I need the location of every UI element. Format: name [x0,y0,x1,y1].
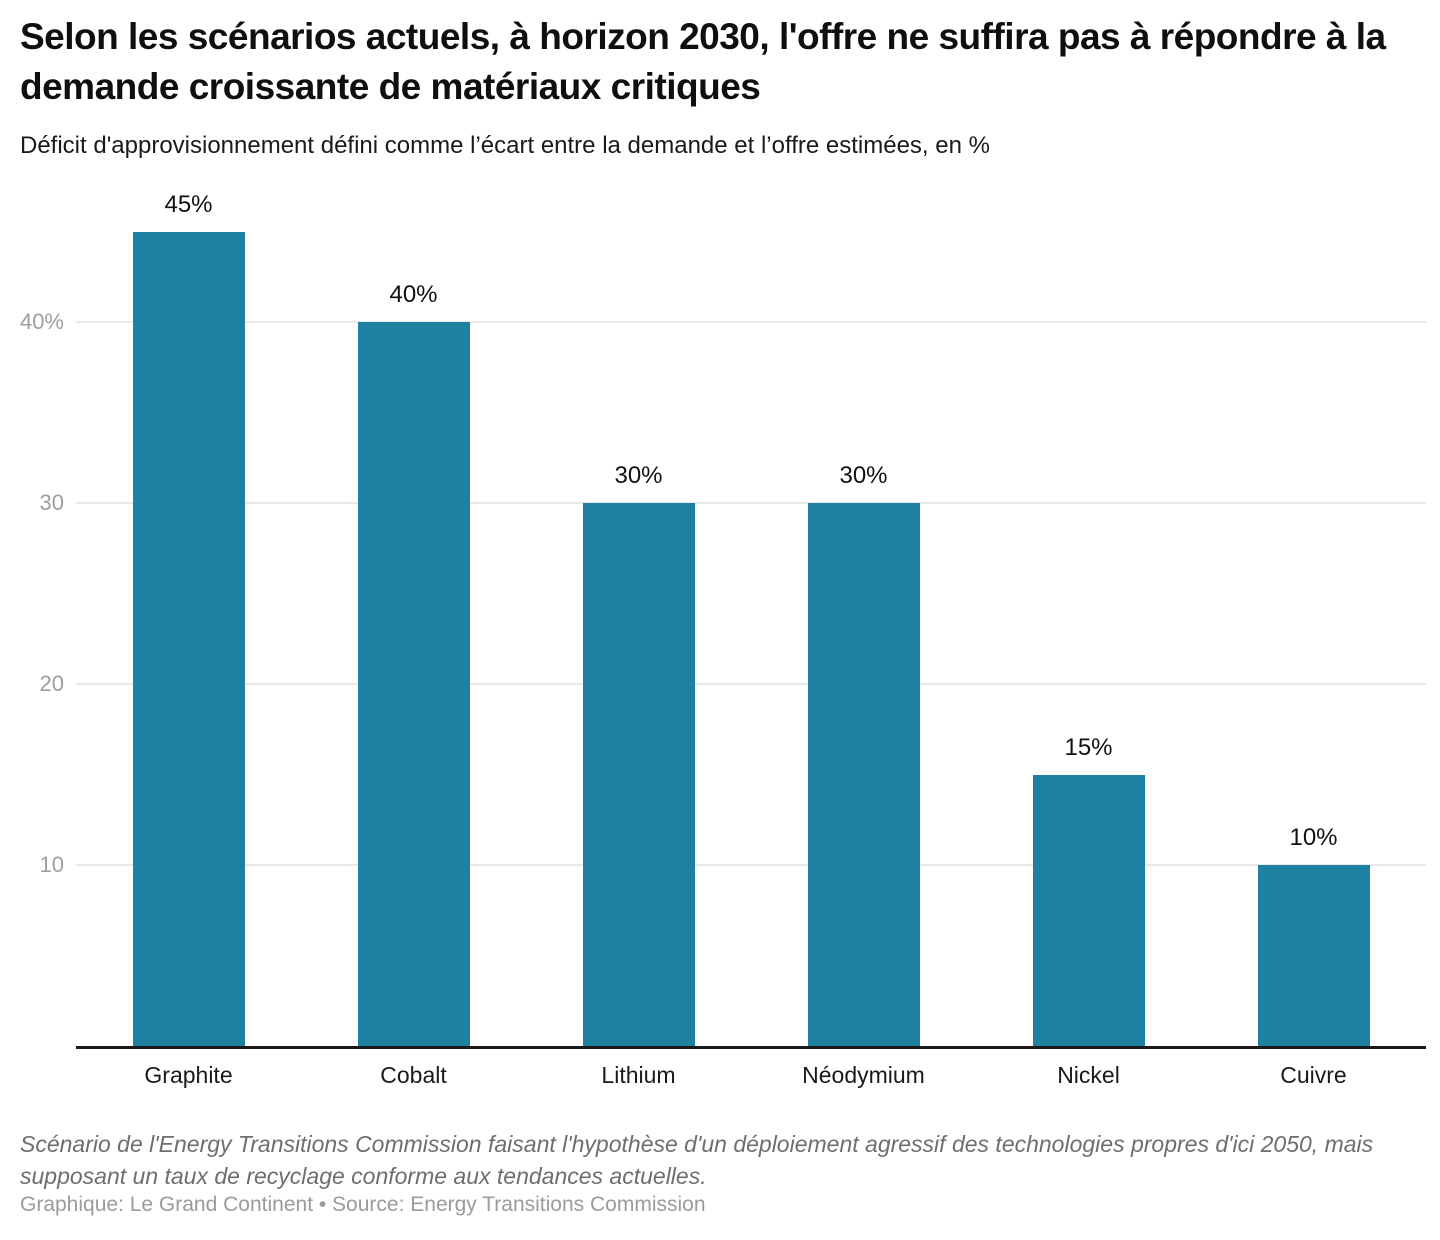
x-category-label: Cobalt [380,1062,447,1088]
x-category-label: Lithium [601,1062,676,1088]
bar-graphite [132,231,245,1046]
bar-lithium [582,503,695,1046]
y-tick-label-30: 30 [39,490,64,515]
x-category-label: Néodymium [802,1062,925,1088]
bar-value-label: 40% [389,281,438,308]
bar-value-label: 10% [1289,824,1338,851]
bar-value-label: 30% [614,462,663,489]
bar-value-label: 30% [839,462,888,489]
y-tick-label-20: 20 [39,671,64,696]
page-title: Selon les scénarios actuels, à horizon 2… [20,16,1386,107]
page-subtitle: Déficit d'approvisionnement défini comme… [20,132,990,159]
gridline-20 [76,683,1426,685]
bar-cuivre [1257,865,1370,1046]
x-category-label: Nickel [1057,1062,1120,1088]
bar-value-label: 45% [164,190,213,218]
y-tick-label-40: 40% [19,309,64,334]
bar-value-label: 15% [1064,733,1113,761]
footer-credit: Graphique: Le Grand Continent • Source: … [20,1193,706,1216]
bar-cobalt [357,322,470,1046]
bar-nickel [1032,774,1145,1046]
footer-note: Scénario de l'Energy Transitions Commiss… [20,1131,1374,1189]
gridline-40 [76,321,1426,323]
x-category-label: Graphite [144,1062,233,1088]
gridline-10 [76,864,1426,866]
x-category-label: Cuivre [1280,1062,1347,1088]
x-axis-line [76,1046,1426,1049]
y-tick-label-10: 10 [39,852,64,877]
gridline-30 [76,502,1426,504]
bar-néodymium [807,503,920,1046]
